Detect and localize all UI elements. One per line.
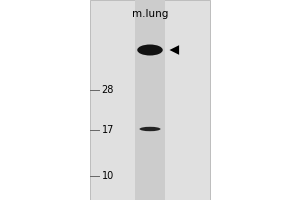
Text: 10: 10 (102, 171, 114, 181)
Ellipse shape (137, 45, 163, 55)
Text: 28: 28 (102, 85, 114, 95)
Text: m.lung: m.lung (132, 9, 168, 19)
Polygon shape (169, 45, 179, 55)
Ellipse shape (140, 127, 160, 131)
FancyBboxPatch shape (90, 0, 210, 200)
Text: 17: 17 (102, 125, 114, 135)
FancyBboxPatch shape (135, 0, 165, 200)
